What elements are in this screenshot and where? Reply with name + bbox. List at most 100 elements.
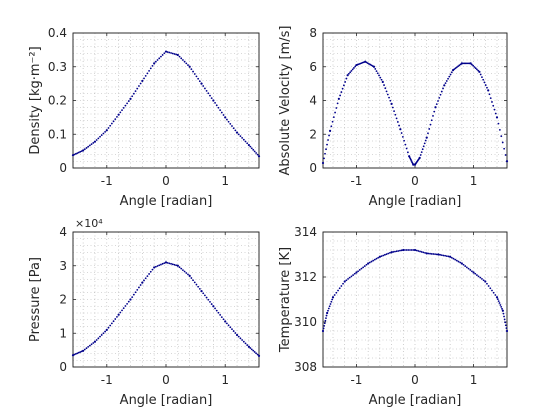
subplot-1: -1 0 1 0 0.1 0.2 0.3 0.4 Angle [radian] Density […	[28, 26, 261, 209]
data-point	[321, 161, 325, 165]
data-point-interp	[476, 274, 478, 276]
data-point-interp	[132, 92, 135, 95]
data-point-interp	[160, 263, 162, 266]
data-point-interp	[348, 276, 351, 279]
data-point-interp	[222, 114, 225, 116]
data-point-interp	[383, 84, 385, 86]
data-point-interp	[171, 52, 174, 55]
data-point-interp	[505, 327, 508, 330]
data-point-interp	[326, 143, 328, 146]
data-point-interp	[187, 273, 189, 276]
data-point-interp	[491, 101, 493, 103]
data-point-interp	[462, 62, 465, 65]
data-point-interp	[190, 277, 193, 279]
data-point	[449, 255, 452, 258]
data-point	[501, 309, 504, 312]
data-point-interp	[134, 90, 137, 93]
y-tick-label: 0	[59, 161, 67, 175]
x-tick-label: -1	[101, 174, 113, 188]
data-point-interp	[231, 125, 233, 127]
data-point-interp	[124, 104, 127, 107]
data-point-interp	[403, 139, 406, 142]
data-point-interp	[365, 263, 368, 266]
data-point-interp	[195, 75, 198, 78]
data-point-interp	[90, 143, 93, 146]
data-point-interp	[429, 252, 431, 255]
data-point-interp	[255, 352, 258, 355]
data-point-interp	[452, 257, 455, 260]
data-point-interp	[400, 132, 403, 134]
data-point-interp	[122, 307, 125, 310]
data-point-interp	[421, 148, 424, 151]
data-point-interp	[470, 63, 473, 66]
data-point-interp	[435, 103, 438, 106]
data-point	[372, 65, 376, 68]
data-point-interp	[242, 340, 245, 343]
data-point-interp	[457, 65, 459, 68]
y-tick-label: 1	[59, 326, 67, 340]
data-point-interp	[419, 154, 422, 156]
data-point	[117, 113, 120, 116]
data-point-interp	[207, 298, 210, 301]
data-point-interp	[134, 291, 137, 294]
y-tick-label: 3	[59, 259, 67, 273]
data-point-interp	[74, 152, 77, 155]
data-point-interp	[210, 303, 213, 305]
data-point	[443, 84, 446, 87]
data-point-interp	[349, 71, 352, 74]
data-point-interp	[158, 57, 161, 60]
data-point-interp	[439, 253, 442, 256]
data-point-interp	[220, 111, 223, 114]
data-point-interp	[187, 64, 189, 66]
x-tick-label: 1	[221, 174, 229, 188]
data-point-interp	[493, 108, 496, 111]
data-series	[71, 50, 261, 158]
data-point-interp	[232, 330, 235, 332]
data-point	[399, 128, 402, 131]
data-point-interp	[131, 95, 134, 98]
data-point-interp	[182, 269, 184, 271]
data-point-interp	[430, 252, 433, 255]
data-point-interp	[92, 342, 95, 344]
data-point-interp	[229, 326, 232, 329]
data-point-interp	[351, 68, 354, 71]
x-tick-label: -1	[101, 373, 113, 387]
data-point-interp	[126, 302, 128, 305]
data-point-interp	[375, 70, 378, 72]
data-point-interp	[363, 265, 366, 267]
data-point-interp	[190, 68, 193, 71]
data-point-interp	[473, 66, 476, 68]
data-point-interp	[198, 80, 201, 83]
data-point-interp	[214, 307, 216, 310]
data-point-interp	[450, 71, 453, 74]
data-point-interp	[250, 147, 253, 150]
data-point-interp	[455, 259, 458, 262]
data-point-interp	[328, 134, 330, 137]
data-point-interp	[241, 339, 244, 341]
data-point-interp	[353, 272, 356, 275]
data-point-interp	[99, 335, 101, 338]
data-point-interp	[182, 59, 184, 61]
data-point-interp	[453, 68, 456, 71]
data-point-interp	[127, 300, 130, 303]
data-point-interp	[420, 251, 423, 253]
y-axis-label: Pressure [Pa]	[28, 257, 43, 342]
data-point-interp	[442, 254, 445, 257]
data-point-interp	[479, 73, 482, 76]
data-point-interp	[180, 57, 183, 60]
data-point-interp	[440, 90, 443, 93]
data-point-interp	[422, 145, 425, 148]
data-point-interp	[494, 112, 497, 115]
data-point-interp	[383, 253, 386, 256]
data-point-interp	[504, 154, 507, 156]
data-point-interp	[394, 250, 396, 253]
data-point-interp	[384, 87, 387, 90]
data-point-interp	[198, 287, 201, 290]
data-point-interp	[372, 259, 375, 262]
data-point-interp	[427, 252, 430, 255]
data-point-interp	[325, 148, 327, 151]
data-series	[321, 248, 509, 333]
data-point-interp	[483, 81, 486, 84]
data-point	[437, 253, 440, 256]
data-point-interp	[110, 122, 113, 125]
